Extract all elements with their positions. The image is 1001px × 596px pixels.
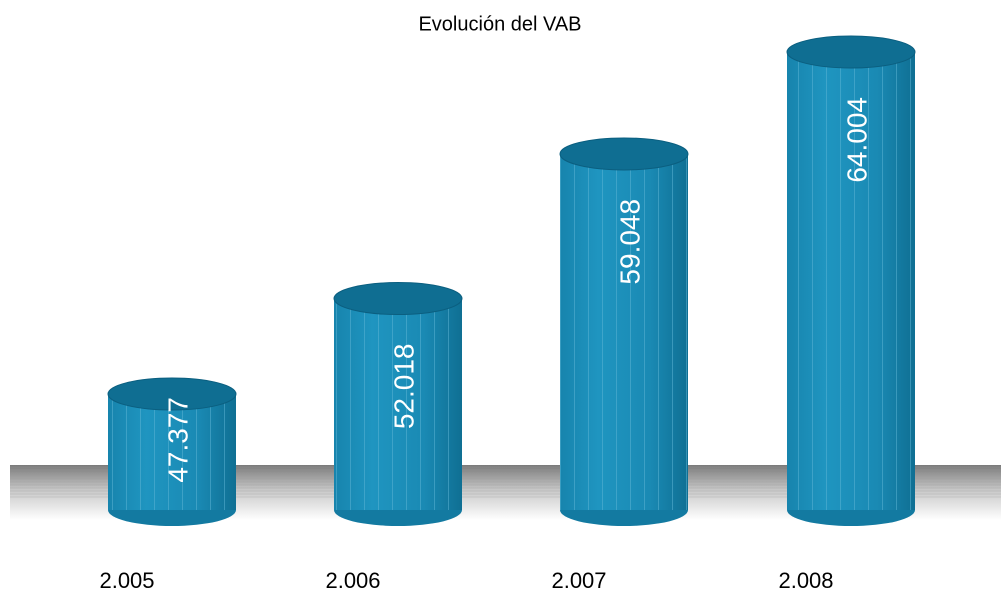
bar-top <box>786 35 916 69</box>
bar-stripes <box>787 52 915 510</box>
x-tick-label: 2.005 <box>99 568 154 593</box>
chart-title: Evolución del VAB <box>418 13 581 35</box>
bar-stripes <box>108 394 236 510</box>
value-label: 47.377 <box>162 397 193 483</box>
value-label: 64.004 <box>841 97 872 183</box>
x-tick-label: 2.006 <box>325 568 380 593</box>
x-tick-label: 2.007 <box>551 568 606 593</box>
bar-stripes <box>334 298 462 510</box>
x-tick-label: 2.008 <box>778 568 833 593</box>
value-label: 52.018 <box>388 344 419 430</box>
bar-stripes <box>560 153 688 510</box>
bar-top <box>333 282 463 316</box>
value-label: 59.048 <box>614 199 645 285</box>
bar-top <box>559 137 689 171</box>
bar-top <box>107 377 237 411</box>
